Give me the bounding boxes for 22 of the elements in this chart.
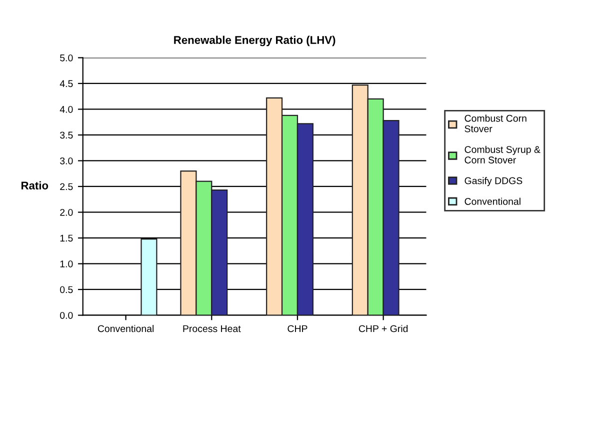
legend-label: Gasify DDGS	[464, 177, 522, 186]
y-tick-label: 0.0	[60, 312, 73, 319]
y-tick-label: 3.5	[60, 132, 73, 139]
y-tick-label: 2.0	[60, 208, 73, 216]
legend-label: Combust Corn Stover	[464, 114, 526, 132]
legend-label: Combust Syrup & Corn Stover	[464, 146, 540, 164]
bar	[140, 238, 158, 316]
y-tick-label: 0.5	[60, 286, 73, 294]
x-tick-label: Conventional	[98, 324, 154, 332]
chart-title: Renewable Energy Ratio (LHV)	[174, 36, 336, 46]
legend-label: Conventional	[464, 198, 520, 205]
y-axis-title: Ratio	[22, 181, 48, 190]
y-tick-label: 4.5	[60, 80, 73, 88]
y-tick-label: 1.0	[60, 260, 73, 268]
y-tick-label: 5.0	[60, 54, 73, 62]
x-tick-label: CHP + Grid	[358, 324, 408, 332]
y-tick-label: 2.5	[60, 183, 73, 190]
x-tick-label: Process Heat	[183, 325, 241, 332]
y-tick-label: 3.0	[60, 157, 73, 164]
x-tick-label: CHP	[288, 325, 308, 332]
y-tick-label: 4.0	[60, 106, 73, 113]
y-tick-label: 1.5	[60, 234, 73, 242]
